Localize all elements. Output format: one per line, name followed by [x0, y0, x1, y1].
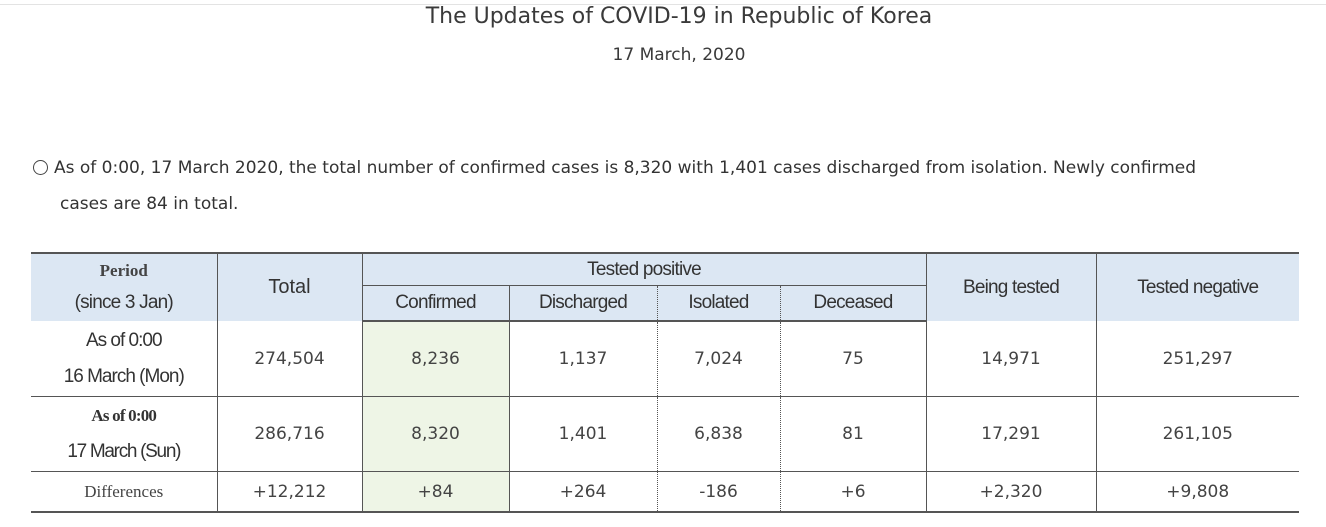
cell-being-tested: 17,291	[925, 396, 1096, 472]
cell-total: 286,716	[216, 396, 362, 472]
header-tested-negative: Tested negative	[1095, 252, 1299, 321]
header-period: Period (since 3 Jan)	[31, 252, 217, 321]
table-row: As of 0:00 17 March (Sun) 286,716 8,320 …	[31, 396, 1299, 472]
summary-line-1: As of 0:00, 17 March 2020, the total num…	[33, 150, 1303, 186]
cell-deceased: +6	[779, 471, 926, 513]
cell-deceased: 75	[779, 321, 926, 397]
row-period-line2: 17 March (Sun)	[67, 441, 181, 462]
table-row-differences: Differences +12,212 +84 +264 -186 +6 +2,…	[31, 471, 1299, 513]
row-period: As of 0:00 17 March (Sun)	[31, 396, 217, 472]
header-deceased: Deceased	[779, 285, 926, 322]
header-being-tested: Being tested	[925, 252, 1096, 321]
cell-being-tested: 14,971	[925, 321, 1096, 397]
row-period-differences: Differences	[31, 471, 217, 513]
cell-discharged: 1,137	[508, 321, 657, 397]
cell-confirmed: +84	[361, 471, 509, 513]
cell-being-tested: +2,320	[925, 471, 1096, 513]
cell-discharged: +264	[508, 471, 657, 513]
covid-stats-table: Period (since 3 Jan) Total Tested positi…	[31, 252, 1299, 513]
bullet-circle-icon	[33, 160, 48, 175]
cell-isolated: 7,024	[656, 321, 780, 397]
row-period-line2: 16 March (Mon)	[63, 365, 185, 387]
cell-tested-negative: 251,297	[1095, 321, 1299, 397]
row-period: As of 0:00 16 March (Mon)	[31, 321, 217, 397]
cell-tested-negative: +9,808	[1095, 471, 1299, 513]
cell-deceased: 81	[779, 396, 926, 472]
summary-text-1: As of 0:00, 17 March 2020, the total num…	[54, 158, 1197, 178]
page-title: The Updates of COVID-19 in Republic of K…	[425, 4, 933, 29]
cell-total: +12,212	[216, 471, 362, 513]
cell-isolated: -186	[656, 471, 780, 513]
cell-discharged: 1,401	[508, 396, 657, 472]
cell-tested-negative: 261,105	[1095, 396, 1299, 472]
header-tested-positive: Tested positive	[361, 252, 926, 286]
summary-paragraph: As of 0:00, 17 March 2020, the total num…	[33, 150, 1303, 222]
row-period-line1: As of 0:00	[91, 406, 157, 425]
header-isolated: Isolated	[656, 285, 780, 322]
header-discharged: Discharged	[508, 285, 657, 322]
cell-confirmed: 8,320	[361, 396, 509, 472]
summary-line-2: cases are 84 in total.	[60, 194, 239, 214]
header-period-line1: Period	[99, 260, 148, 280]
header-total: Total	[216, 252, 362, 321]
top-divider	[0, 4, 1326, 5]
row-period-line1: As of 0:00	[85, 329, 163, 351]
cell-total: 274,504	[216, 321, 362, 397]
header-period-line2: (since 3 Jan)	[74, 291, 174, 313]
cell-isolated: 6,838	[656, 396, 780, 472]
table-row: As of 0:00 16 March (Mon) 274,504 8,236 …	[31, 321, 1299, 397]
report-date: 17 March, 2020	[612, 45, 746, 65]
cell-confirmed: 8,236	[361, 321, 509, 397]
header-confirmed: Confirmed	[361, 285, 509, 322]
